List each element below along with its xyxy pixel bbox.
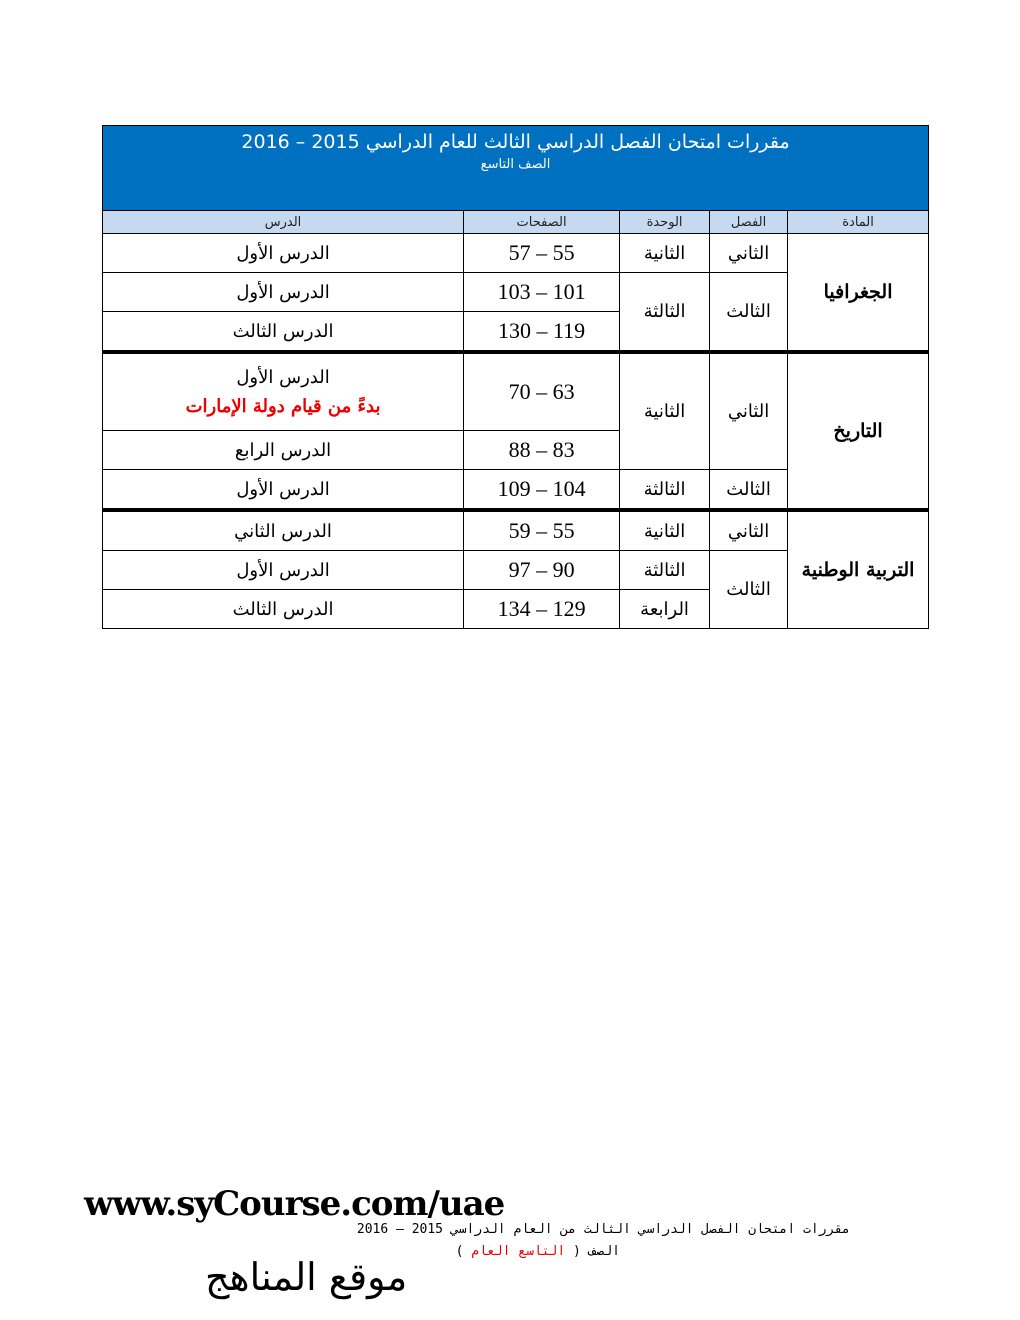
table-row: الرابعة 134 – 129 الدرس الثالث (101, 589, 929, 629)
site-logo: موقع المناهج (205, 1255, 408, 1299)
subject-cell: التاريخ (787, 350, 930, 511)
lesson-cell: الدرس الثالث (101, 311, 465, 353)
unit-cell: الثالثة (619, 272, 711, 353)
lesson-cell: الدرس الرابع (101, 430, 465, 470)
col-lesson: الدرس (101, 210, 465, 234)
term-cell: الثالث (709, 550, 789, 629)
pages-cell: 88 – 83 (463, 430, 621, 470)
table-row: الثالث الثالثة 109 – 104 الدرس الأول (101, 469, 929, 511)
website-url[interactable]: www.syCourse.com/uae (84, 1184, 505, 1224)
subject-cell: الجغرافيا (787, 233, 930, 353)
pages-cell: 70 – 63 (463, 350, 621, 431)
col-pages: الصفحات (463, 210, 621, 234)
grade-label: الصف التاسع (480, 157, 551, 172)
col-term: الفصل (709, 210, 789, 234)
table-row: التاريخ الثاني الثانية 70 – 63 الدرس الأ… (101, 350, 930, 511)
pages-cell: 130 – 119 (463, 311, 621, 353)
unit-cell: الثالثة (619, 550, 711, 590)
lesson-cell: الدرس الأول (101, 272, 465, 312)
unit-cell: الثانية (619, 508, 711, 551)
unit-cell: الثانية (619, 233, 711, 273)
table-row: 88 – 83 الدرس الرابع (101, 430, 929, 470)
lesson-cell: الدرس الثاني (101, 508, 465, 551)
pages-cell: 57 – 55 (463, 233, 621, 273)
table-row: التربية الوطنية الثاني الثانية 59 – 55 ا… (101, 508, 930, 629)
term-cell: الثالث (709, 469, 789, 511)
unit-cell: الرابعة (619, 589, 711, 629)
pages-cell: 97 – 90 (463, 550, 621, 590)
subject-cell: التربية الوطنية (787, 508, 930, 629)
lesson-cell: الدرس الأول (101, 550, 465, 590)
table-row: الثالث الثالثة 97 – 90 الدرس الأول (101, 550, 929, 629)
lesson-note: بدءً من قيام دولة الإمارات (185, 396, 381, 417)
exam-schedule-table: مقررات امتحان الفصل الدراسي الثالث للعام… (101, 125, 930, 629)
table-row: الثالث الثالثة 103 – 101 الدرس الأول (101, 272, 929, 353)
pages-cell: 109 – 104 (463, 469, 621, 511)
term-cell: الثاني (709, 508, 789, 551)
pages-cell: 103 – 101 (463, 272, 621, 312)
lesson-cell: الدرس الثالث (101, 589, 465, 629)
pages-cell: 134 – 129 (463, 589, 621, 629)
footer-grade: الصف ( التاسع العام ) (455, 1244, 620, 1259)
pages-cell: 59 – 55 (463, 508, 621, 551)
lesson-cell: الدرس الأول (101, 469, 465, 511)
term-cell: الثاني (709, 350, 789, 470)
term-cell: الثالث (709, 272, 789, 353)
lesson-cell: الدرس الأول بدءً من قيام دولة الإمارات (101, 350, 465, 431)
table-title: مقررات امتحان الفصل الدراسي الثالث للعام… (101, 125, 930, 211)
col-subject: المادة (787, 210, 930, 234)
unit-cell: الثانية (619, 350, 711, 470)
term-cell: الثاني (709, 233, 789, 273)
col-unit: الوحدة (619, 210, 711, 234)
lesson-cell: الدرس الأول (101, 233, 465, 273)
unit-cell: الثالثة (619, 469, 711, 511)
footer-title: مقررات امتحان الفصل الدراسي الثالث من ال… (356, 1222, 850, 1237)
table-row: الجغرافيا الثاني الثانية 57 – 55 الدرس ا… (101, 233, 930, 353)
